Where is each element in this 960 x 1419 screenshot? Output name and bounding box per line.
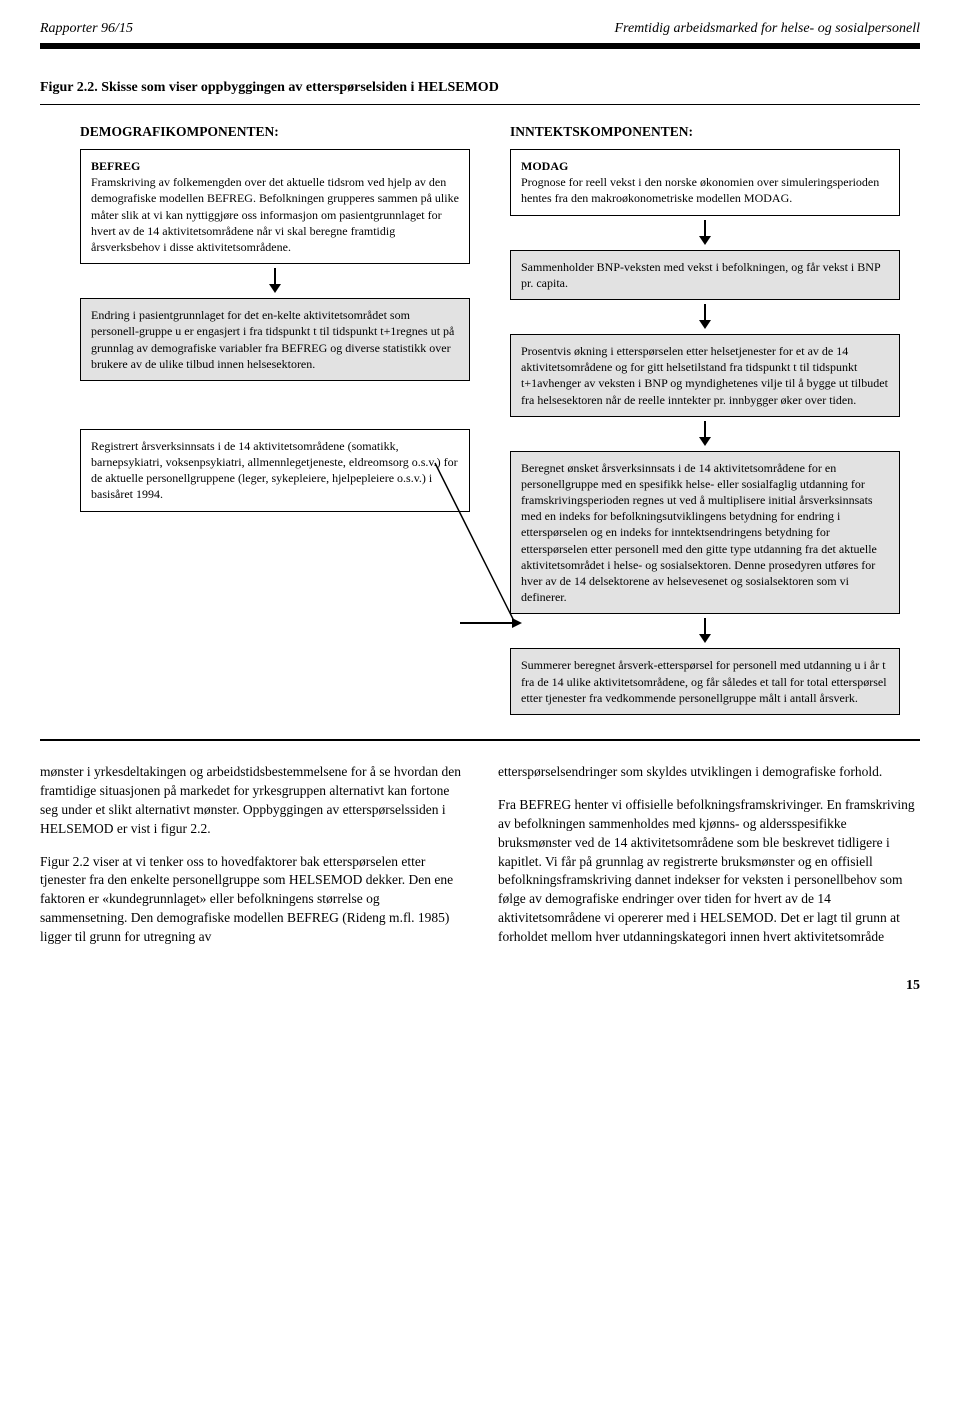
body-right-p2: Fra BEFREG henter vi offisielle befolkni… xyxy=(498,796,920,947)
box-modag-title: MODAG xyxy=(521,158,889,174)
body-left-column: mønster i yrkesdeltakingen og arbeidstid… xyxy=(40,763,462,961)
body-text: mønster i yrkesdeltakingen og arbeidstid… xyxy=(40,763,920,961)
box-l3: Registrert årsverksinnsats i de 14 aktiv… xyxy=(80,429,470,512)
arrow-down-icon xyxy=(696,304,714,330)
body-left-p2: Figur 2.2 viser at vi tenker oss to hove… xyxy=(40,853,462,947)
flowchart-diagram: DEMOGRAFIKOMPONENTEN: BEFREG Framskrivin… xyxy=(40,123,920,715)
right-column-title: INNTEKTSKOMPONENTEN: xyxy=(510,123,900,141)
box-befreg: BEFREG Framskriving av folkemengden over… xyxy=(80,149,470,264)
section-divider xyxy=(40,739,920,741)
body-right-column: etterspørselsendringer som skyldes utvik… xyxy=(498,763,920,961)
box-r3: Prosentvis økning i etterspørselen etter… xyxy=(510,334,900,417)
box-r2-text: Sammenholder BNP-veksten med vekst i bef… xyxy=(521,260,880,290)
box-modag-text: Prognose for reell vekst i den norske øk… xyxy=(521,175,879,205)
left-column-title: DEMOGRAFIKOMPONENTEN: xyxy=(80,123,470,141)
header-left: Rapporter 96/15 xyxy=(40,20,133,39)
diagram-left-column: DEMOGRAFIKOMPONENTEN: BEFREG Framskrivin… xyxy=(80,123,470,715)
box-befreg-text: Framskriving av folkemengden over det ak… xyxy=(91,175,459,254)
box-modag: MODAG Prognose for reell vekst i den nor… xyxy=(510,149,900,216)
diagram-right-column: INNTEKTSKOMPONENTEN: MODAG Prognose for … xyxy=(510,123,900,715)
box-l2: Endring i pasientgrunnlaget for det en-k… xyxy=(80,298,470,381)
header-rule xyxy=(40,45,920,49)
arrow-down-icon xyxy=(266,268,284,294)
page-header: Rapporter 96/15 Fremtidig arbeidsmarked … xyxy=(40,20,920,45)
arrow-down-icon xyxy=(696,618,714,644)
box-r3-text: Prosentvis økning i etterspørselen etter… xyxy=(521,344,888,407)
box-l3-text: Registrert årsverksinnsats i de 14 aktiv… xyxy=(91,439,458,502)
figure-caption: Figur 2.2. Skisse som viser oppbyggingen… xyxy=(40,73,920,105)
body-right-p1: etterspørselsendringer som skyldes utvik… xyxy=(498,763,920,782)
box-r4-text: Beregnet ønsket årsverksinnsats i de 14 … xyxy=(521,461,877,605)
box-r4: Beregnet ønsket årsverksinnsats i de 14 … xyxy=(510,451,900,615)
box-r5-text: Summerer beregnet årsverk-etterspørsel f… xyxy=(521,658,887,704)
box-r5: Summerer beregnet årsverk-etterspørsel f… xyxy=(510,648,900,715)
box-befreg-title: BEFREG xyxy=(91,158,459,174)
arrow-down-icon xyxy=(696,220,714,246)
box-r2: Sammenholder BNP-veksten med vekst i bef… xyxy=(510,250,900,300)
arrow-down-icon xyxy=(696,421,714,447)
body-left-p1: mønster i yrkesdeltakingen og arbeidstid… xyxy=(40,763,462,839)
header-right: Fremtidig arbeidsmarked for helse- og so… xyxy=(614,20,920,39)
box-l2-text: Endring i pasientgrunnlaget for det en-k… xyxy=(91,308,454,371)
page-number: 15 xyxy=(40,977,920,996)
